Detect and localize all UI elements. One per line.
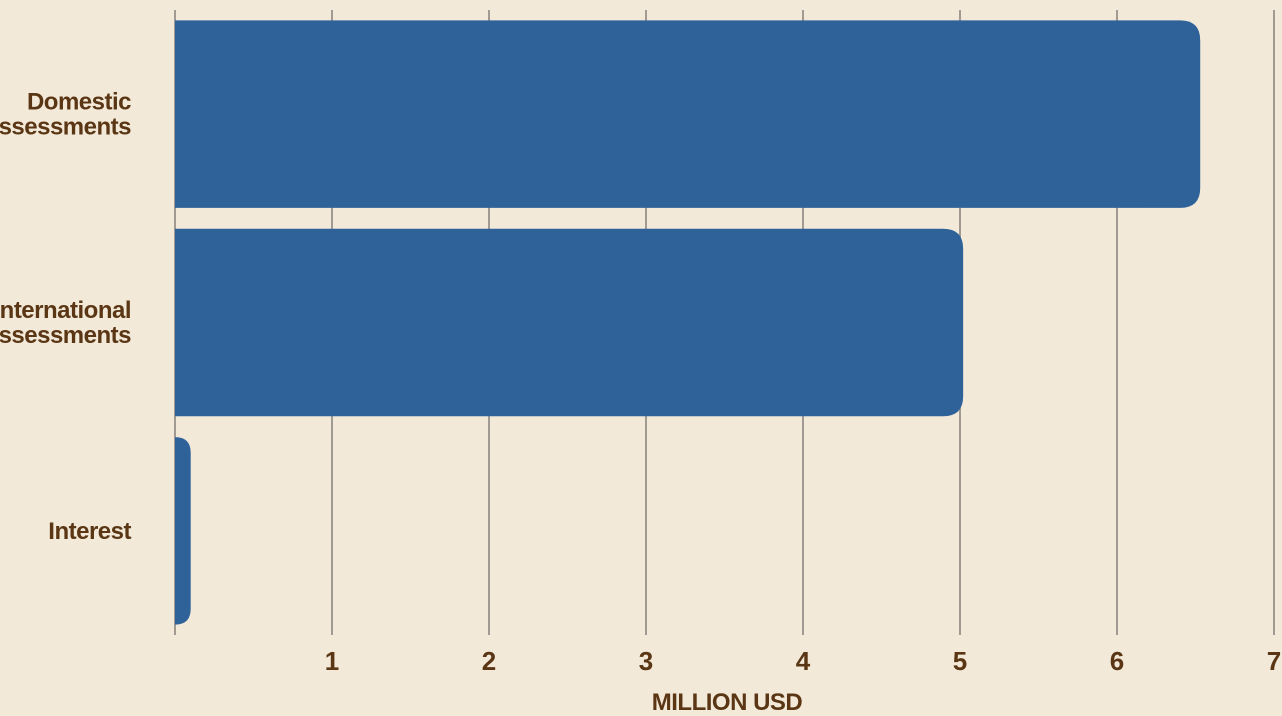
x-tick-label: 5 xyxy=(953,646,967,676)
x-tick-label: 2 xyxy=(482,646,496,676)
bar xyxy=(175,20,1201,208)
category-label: Interest xyxy=(48,518,131,545)
x-axis-title: MILLION USD xyxy=(652,689,803,716)
bars xyxy=(175,20,1201,625)
category-label: DomesticAssessments xyxy=(0,89,131,141)
x-tick-label: 3 xyxy=(639,646,653,676)
category-label: InternationalAssessments xyxy=(0,297,131,349)
x-tick-label: 1 xyxy=(325,646,339,676)
x-tick-label: 4 xyxy=(796,646,811,676)
bar xyxy=(175,228,964,417)
x-tick-labels: 1 2 3 4 5 6 7 xyxy=(325,646,1281,676)
bar xyxy=(175,437,191,625)
x-tick-label: 7 xyxy=(1267,646,1281,676)
x-tick-label: 6 xyxy=(1110,646,1124,676)
category-labels: DomesticAssessments InternationalAssessme… xyxy=(0,89,132,545)
